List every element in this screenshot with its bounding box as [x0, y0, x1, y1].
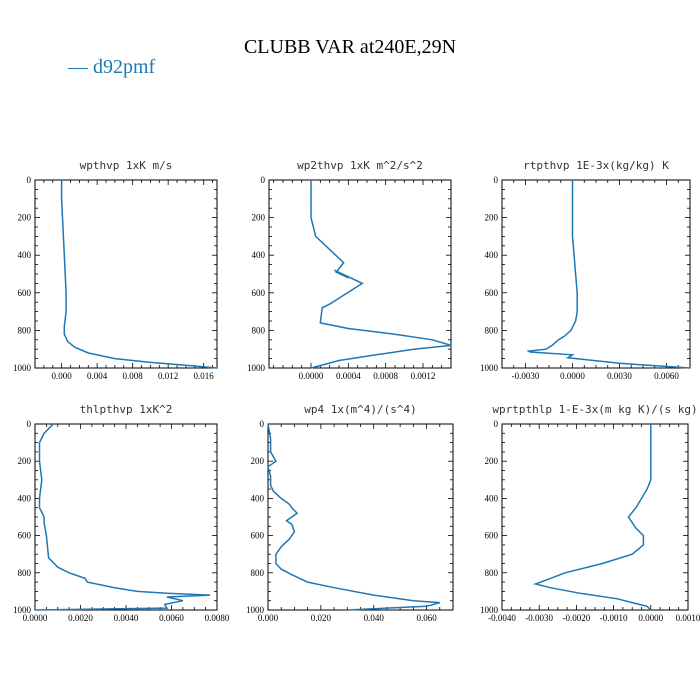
y-tick-label: 600: [18, 531, 32, 541]
x-tick-label: 0.016: [194, 371, 215, 381]
y-tick-label: 600: [485, 531, 499, 541]
panel-title: wp4 1x(m^4)/(s^4): [304, 403, 417, 416]
y-tick-label: 200: [485, 213, 499, 223]
plot-frame: [34, 423, 218, 611]
y-tick-label: 1000: [13, 605, 32, 615]
y-tick-label: 1000: [246, 605, 265, 615]
x-tick-label: 0.0030: [607, 371, 632, 381]
series-line: [532, 424, 652, 611]
y-tick-label: 1000: [247, 363, 266, 373]
x-tick-label: 0.0020: [68, 613, 93, 623]
y-tick-label: 800: [252, 325, 266, 335]
panel-title: wp2thvp 1xK m^2/s^2: [297, 159, 423, 172]
y-tick-label: 200: [18, 213, 32, 223]
x-tick-label: 0.0008: [373, 371, 398, 381]
y-tick-label: 400: [18, 250, 32, 260]
y-tick-label: 0: [494, 175, 499, 185]
x-tick-label: -0.0020: [563, 613, 591, 623]
legend-entry: — d92pmf: [68, 56, 156, 78]
y-tick-label: 1000: [480, 605, 499, 615]
y-tick-label: 400: [252, 250, 266, 260]
y-tick-label: 0: [27, 175, 32, 185]
y-tick-label: 800: [18, 325, 32, 335]
y-tick-label: 400: [485, 493, 499, 503]
y-tick-label: 800: [251, 568, 265, 578]
y-tick-label: 0: [27, 419, 32, 429]
y-tick-label: 1000: [480, 363, 499, 373]
x-tick-label: 0.012: [158, 371, 178, 381]
panel-title: wprtpthlp 1-E-3x(m kg K)/(s kg): [492, 403, 697, 416]
y-tick-label: 600: [251, 531, 265, 541]
y-tick-label: 600: [485, 288, 499, 298]
x-tick-label: 0.0040: [114, 613, 139, 623]
chart-panel-2: wp2thvp 1xK m^2/s^2 0.0000 0.0004 0.0008 0.0…: [247, 159, 452, 381]
x-tick-label: -0.0010: [600, 613, 628, 623]
series-line: [267, 423, 441, 611]
y-tick-label: 400: [485, 250, 499, 260]
x-tick-label: 0.020: [311, 613, 332, 623]
x-tick-label: 0.000: [52, 371, 73, 381]
series-line: [60, 180, 218, 369]
series-line: [310, 180, 452, 369]
x-tick-label: 0.0000: [638, 613, 663, 623]
x-tick-label: 0.060: [416, 613, 437, 623]
plot-frame: [268, 179, 452, 369]
x-tick-label: -0.0040: [488, 613, 516, 623]
y-tick-label: 0: [261, 175, 266, 185]
x-tick-label: -0.0030: [512, 371, 540, 381]
x-tick-label: 0.0010: [676, 613, 700, 623]
x-tick-label: 0.004: [87, 371, 108, 381]
y-tick-label: 200: [18, 456, 32, 466]
y-tick-label: 600: [18, 288, 32, 298]
x-tick-label: 0.008: [123, 371, 144, 381]
panel-title: thlpthvp 1xK^2: [80, 403, 173, 416]
y-tick-label: 800: [485, 325, 499, 335]
y-tick-label: 400: [18, 493, 32, 503]
x-tick-label: 0.0000: [23, 613, 48, 623]
x-tick-label: -0.0030: [525, 613, 553, 623]
series-line: [34, 423, 211, 611]
y-tick-label: 0: [494, 419, 499, 429]
chart-panel-1: wpthvp 1xK m/s 0.000 0.004 0.008 0.012 0.016 0…: [13, 159, 218, 381]
panel-title: wpthvp 1xK m/s: [80, 159, 173, 172]
x-tick-label: 0.0000: [560, 371, 585, 381]
x-tick-label: 0.0080: [205, 613, 230, 623]
x-tick-label: 0.000: [258, 613, 279, 623]
x-tick-label: 0.0060: [654, 371, 679, 381]
x-tick-label: 0.0060: [159, 613, 184, 623]
y-tick-label: 200: [252, 213, 266, 223]
y-tick-label: 800: [485, 568, 499, 578]
y-tick-label: 200: [485, 456, 499, 466]
x-tick-label: 0.040: [364, 613, 385, 623]
y-tick-label: 200: [251, 456, 265, 466]
y-tick-label: 400: [251, 493, 265, 503]
y-tick-label: 800: [18, 568, 32, 578]
y-tick-label: 0: [260, 419, 265, 429]
chart-panel-6: wprtpthlp 1-E-3x(m kg K)/(s kg) -0.0040 -0…: [480, 403, 700, 623]
chart-panel-4: thlpthvp 1xK^2 0.0000 0.0020 0.0040 0.0060 0.…: [13, 403, 230, 623]
x-tick-label: 0.0000: [299, 371, 324, 381]
chart-panel-3: rtpthvp 1E-3x(kg/kg) K -0.0030 0.0000 0.003…: [480, 159, 691, 381]
panel-title: rtpthvp 1E-3x(kg/kg) K: [523, 159, 669, 172]
page-title: CLUBB VAR at240E,29N: [243, 36, 457, 58]
plot-frame: [267, 423, 454, 611]
plot-frame: [501, 179, 691, 369]
series-line: [526, 180, 691, 369]
x-tick-label: 0.0012: [411, 371, 436, 381]
x-tick-label: 0.0004: [336, 371, 361, 381]
plot-frame: [501, 423, 689, 611]
y-tick-label: 1000: [13, 363, 32, 373]
y-tick-label: 600: [252, 288, 266, 298]
chart-panel-5: wp4 1x(m^4)/(s^4) 0.000 0.020 0.040 0.060 0 20…: [246, 403, 454, 623]
